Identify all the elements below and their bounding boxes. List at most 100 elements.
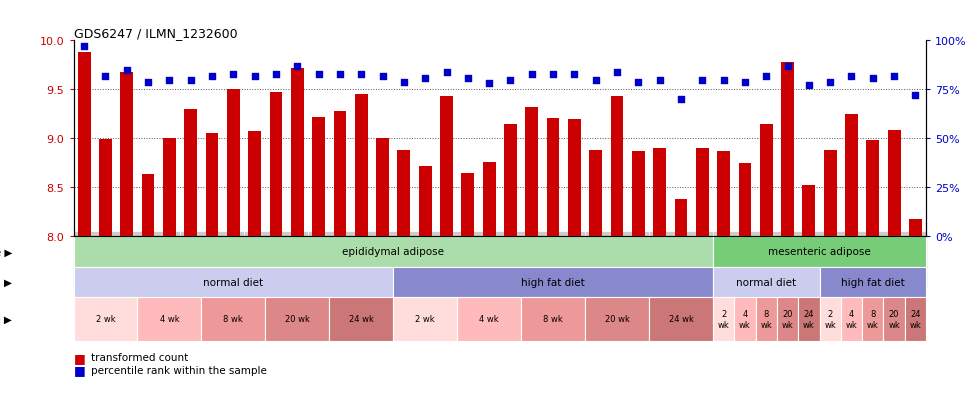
Point [204, 73, 220, 80]
Point [98, 73, 114, 80]
Bar [74, 267, 393, 297]
Point [183, 77, 199, 84]
Text: 4 wk: 4 wk [479, 315, 499, 323]
Bar [248, 132, 261, 237]
Bar [504, 124, 516, 237]
Bar [521, 297, 585, 341]
Text: GDS6247 / ILMN_1232600: GDS6247 / ILMN_1232600 [74, 27, 237, 40]
Bar [734, 297, 756, 341]
Text: 4
wk: 4 wk [739, 309, 751, 329]
Bar [184, 109, 197, 237]
Text: 20
wk: 20 wk [782, 309, 794, 329]
Text: 20 wk: 20 wk [605, 315, 629, 323]
Bar [329, 297, 393, 341]
Text: 8
wk: 8 wk [867, 309, 879, 329]
Point [76, 44, 92, 50]
Bar [589, 151, 602, 237]
Point [801, 83, 816, 90]
Text: 4 wk: 4 wk [160, 315, 179, 323]
Bar [313, 117, 325, 237]
Text: 4
wk: 4 wk [846, 309, 858, 329]
Text: normal diet: normal diet [203, 277, 264, 287]
Text: ■: ■ [74, 351, 85, 364]
Text: 2 wk: 2 wk [96, 315, 116, 323]
Bar [717, 152, 730, 237]
Text: epididymal adipose: epididymal adipose [342, 247, 444, 257]
Bar [611, 97, 623, 237]
Point [396, 79, 412, 85]
Bar [393, 297, 457, 341]
Bar [137, 297, 201, 341]
Bar [712, 297, 734, 341]
Point [566, 71, 582, 78]
Point [759, 73, 774, 80]
Bar [888, 131, 901, 237]
Bar [841, 297, 862, 341]
Point [354, 71, 369, 78]
Bar [355, 95, 368, 237]
Point [652, 77, 667, 84]
Point [695, 77, 710, 84]
Text: 24
wk: 24 wk [909, 309, 921, 329]
Bar [568, 119, 581, 237]
Bar [739, 164, 752, 237]
Bar [121, 73, 133, 237]
Text: tissue ▶: tissue ▶ [0, 247, 12, 257]
Point [460, 75, 475, 82]
Bar [905, 297, 926, 341]
Bar [398, 151, 411, 237]
Point [780, 63, 796, 70]
Bar [777, 297, 798, 341]
Bar [77, 53, 90, 237]
Bar [201, 297, 266, 341]
Text: 8 wk: 8 wk [543, 315, 563, 323]
Point [417, 75, 433, 82]
Text: 24
wk: 24 wk [803, 309, 814, 329]
Point [715, 77, 731, 84]
Text: 24 wk: 24 wk [349, 315, 373, 323]
Point [140, 79, 156, 85]
Bar [547, 119, 560, 237]
Point [269, 71, 284, 78]
Bar [632, 152, 645, 237]
Point [503, 77, 518, 84]
Point [311, 71, 326, 78]
Bar [483, 162, 496, 237]
Bar [756, 297, 777, 341]
Point [907, 93, 923, 99]
Point [886, 73, 902, 80]
Text: 20
wk: 20 wk [888, 309, 900, 329]
Point [439, 69, 455, 76]
Bar [884, 297, 905, 341]
Bar [909, 219, 922, 237]
Text: 2
wk: 2 wk [717, 309, 729, 329]
Text: time ▶: time ▶ [0, 314, 12, 324]
Point [247, 73, 263, 80]
Text: percentile rank within the sample: percentile rank within the sample [91, 365, 267, 375]
Bar [760, 124, 772, 237]
Bar [206, 134, 219, 237]
Bar [163, 139, 175, 237]
Text: 8 wk: 8 wk [223, 315, 243, 323]
Point [673, 97, 689, 103]
Bar [803, 186, 815, 237]
Bar [333, 112, 346, 237]
Bar [696, 149, 709, 237]
Bar [649, 297, 713, 341]
Bar [845, 114, 858, 237]
Point [289, 63, 305, 70]
Bar [291, 69, 304, 237]
Text: high fat diet: high fat diet [521, 277, 585, 287]
Point [630, 79, 646, 85]
Bar [712, 237, 926, 267]
Bar [376, 139, 389, 237]
Bar [74, 237, 712, 267]
Text: 24 wk: 24 wk [668, 315, 694, 323]
Bar [99, 140, 112, 237]
Bar [227, 90, 240, 237]
Point [332, 71, 348, 78]
Bar [457, 297, 521, 341]
Bar [270, 93, 282, 237]
Bar [585, 297, 649, 341]
Text: high fat diet: high fat diet [841, 277, 905, 287]
